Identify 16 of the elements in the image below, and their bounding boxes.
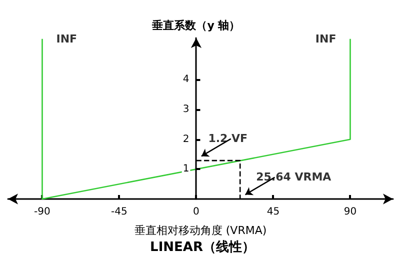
y-tick-label: 4 (182, 74, 190, 86)
x-tick-label: 45 (266, 206, 280, 218)
annotation: INF (56, 32, 78, 46)
y-tick-label: 3 (182, 104, 190, 116)
y-tick-label: 1 (182, 164, 190, 175)
x-tick-label: 90 (344, 206, 357, 218)
annotation: INF (315, 32, 336, 46)
y-tick-label: 2 (182, 134, 190, 145)
x-tick-label: -90 (34, 206, 50, 218)
y-axis-title: 垂直系数（y 轴） (151, 19, 240, 32)
text: LINEAR（线性） (150, 240, 255, 255)
annotation: 25.64 VRMA (256, 170, 332, 184)
x-axis-title: 垂直相对移动角度 (VRMA) (134, 224, 267, 237)
annotation: 1.2 VF (208, 132, 248, 146)
x-tick-label: 0 (193, 206, 200, 218)
x-tick-label: -45 (111, 206, 128, 218)
